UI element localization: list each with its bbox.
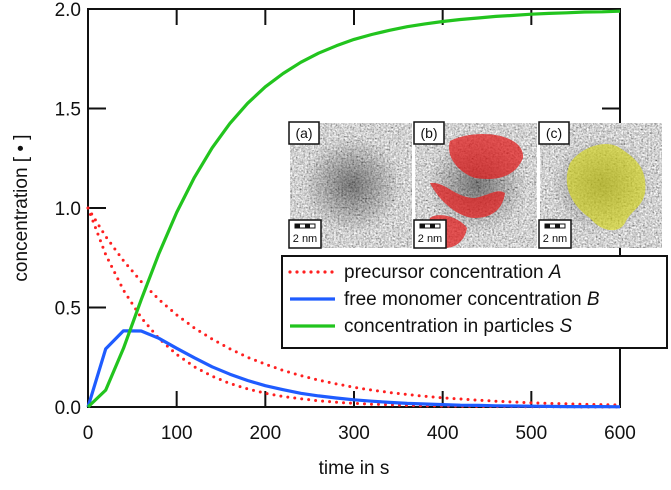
axes: 0 100 200 300 400 500 600 0.0 0.5 1.0 1.5 2.0 xyxy=(55,0,636,444)
panel-label-box xyxy=(413,121,445,145)
panel-label-box xyxy=(288,121,320,145)
y-tick-label: 2.0 xyxy=(55,0,81,21)
x-tick-label: 100 xyxy=(161,423,193,444)
legend-entry: concentration in particles S xyxy=(344,316,572,337)
scale-bar-segment xyxy=(555,224,560,228)
overlay-region xyxy=(430,182,505,218)
legend-variable: A xyxy=(548,262,562,283)
tem-particle xyxy=(302,137,402,233)
legend-box xyxy=(281,255,668,349)
scale-bar-segment xyxy=(545,224,550,228)
tem-panel: (b) 2 nm xyxy=(413,121,537,249)
tem-panel: (c) 2 nm xyxy=(538,121,662,249)
tem-panel: (a) 2 nm xyxy=(288,121,412,249)
x-tick-label: 300 xyxy=(338,423,370,444)
legend-variable: S xyxy=(559,316,572,337)
series-group xyxy=(86,9,622,409)
legend-entry: precursor concentration A xyxy=(344,262,562,283)
legend-label: precursor concentration xyxy=(344,262,549,283)
scale-bar-label: 2 nm xyxy=(293,233,317,245)
y-tick-label: 0.5 xyxy=(55,299,81,320)
overlay-region xyxy=(449,134,524,179)
x-tick-label: 600 xyxy=(604,423,636,444)
legend-label: concentration in particles xyxy=(344,316,559,337)
x-tick-label: 400 xyxy=(427,423,459,444)
y-tick-label: 0.0 xyxy=(55,398,81,419)
panel-label: (a) xyxy=(295,125,312,141)
y-tick-label: 1.5 xyxy=(55,100,81,121)
series-line-0 xyxy=(86,206,622,407)
y-axis-label: concentration [ • ] xyxy=(11,134,32,281)
scale-bar-label: 2 nm xyxy=(543,233,567,245)
series-line-2 xyxy=(86,329,621,409)
legend-variable: B xyxy=(587,289,600,310)
scale-bar-label: 2 nm xyxy=(418,233,442,245)
panel-label: (c) xyxy=(546,125,562,141)
legend-entry: free monomer concentration B xyxy=(344,289,600,310)
x-axis-label: time in s xyxy=(319,458,390,479)
scale-bar-segment xyxy=(420,224,425,228)
y-tick-label: 1.0 xyxy=(55,199,81,220)
panel-label-box xyxy=(538,121,570,145)
scale-bar-segment xyxy=(295,224,300,228)
overlay-region xyxy=(566,143,646,231)
tem-inset: (a) 2 nm (b) 2 nm (c) 2 nm xyxy=(288,121,662,249)
scale-bar-segment xyxy=(305,224,310,228)
x-tick-label: 200 xyxy=(249,423,281,444)
x-tick-label: 500 xyxy=(515,423,547,444)
legend-label: free monomer concentration xyxy=(344,289,587,310)
panel-label: (b) xyxy=(420,125,437,141)
x-tick-label: 0 xyxy=(83,423,94,444)
scale-bar-segment xyxy=(430,224,435,228)
series-line-3 xyxy=(86,9,621,409)
